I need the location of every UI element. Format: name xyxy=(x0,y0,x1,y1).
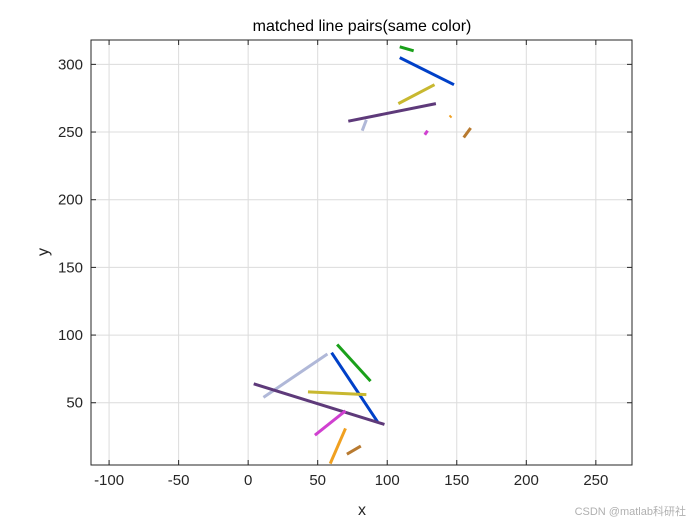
axes-frame xyxy=(90,39,633,466)
line-segment xyxy=(328,427,347,465)
line-segment xyxy=(462,127,472,139)
line-segment xyxy=(307,390,367,397)
y-tick-label: 100 xyxy=(58,327,83,344)
x-tick-label: -100 xyxy=(94,472,124,489)
line-segment xyxy=(448,114,453,119)
x-axis-label: x xyxy=(358,502,366,519)
y-tick-label: 150 xyxy=(58,259,83,276)
y-tick-label: 250 xyxy=(58,124,83,141)
y-tick-label: 300 xyxy=(58,56,83,73)
y-axis-label: y xyxy=(35,248,52,256)
line-segment xyxy=(347,102,437,123)
line-segment xyxy=(336,343,372,383)
ticks: -100 -50 0 50 100 150 200 250 50 100 150 200 250 300 xyxy=(58,40,632,489)
x-tick-label: 150 xyxy=(444,472,469,489)
x-tick-label: 0 xyxy=(244,472,252,489)
grid xyxy=(91,40,632,465)
line-segment xyxy=(397,83,436,105)
line-segment xyxy=(313,409,347,437)
line-segment xyxy=(330,351,379,423)
y-tick-label: 200 xyxy=(58,192,83,209)
x-tick-label: 50 xyxy=(309,472,326,489)
line-segment xyxy=(423,129,429,136)
y-tick-label: 50 xyxy=(66,395,83,412)
watermark: CSDN @matlab科研社 xyxy=(574,506,686,518)
line-segment xyxy=(346,444,362,456)
x-tick-label: 250 xyxy=(583,472,608,489)
x-tick-label: -50 xyxy=(168,472,190,489)
axes-background xyxy=(91,40,632,465)
line-segment xyxy=(399,56,455,87)
line-segment xyxy=(399,45,415,53)
line-segment xyxy=(360,119,368,132)
x-tick-label: 200 xyxy=(514,472,539,489)
x-tick-label: 100 xyxy=(375,472,400,489)
line-segment xyxy=(253,382,385,426)
line-segments xyxy=(253,45,472,465)
chart-title: matched line pairs(same color) xyxy=(253,18,472,35)
